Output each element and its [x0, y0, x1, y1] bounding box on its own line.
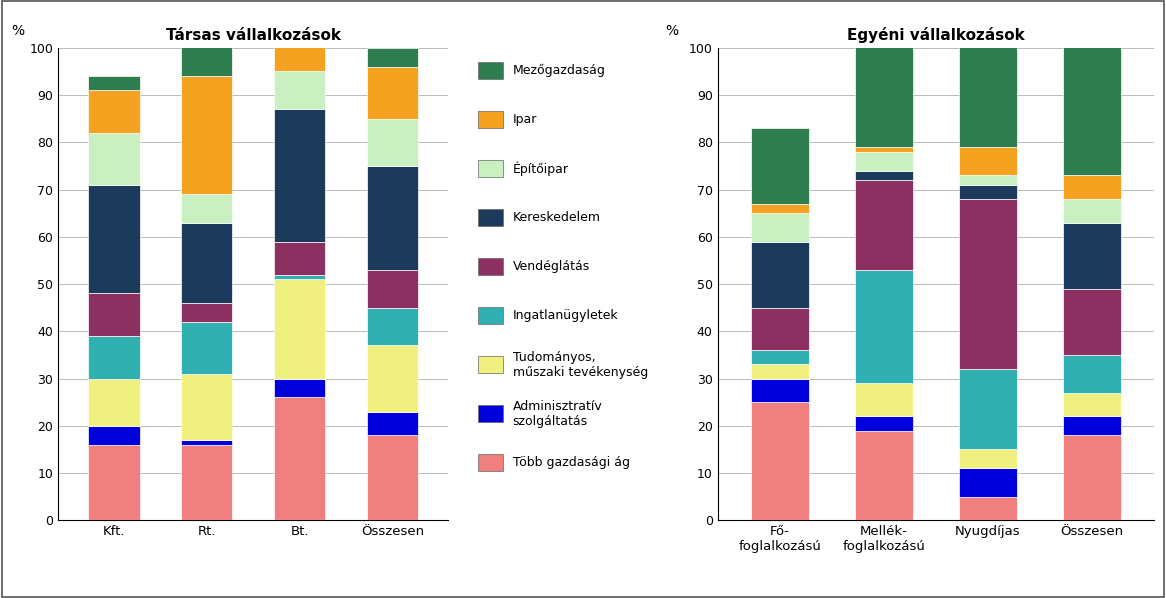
- Bar: [856, 416, 913, 431]
- Bar: [1063, 435, 1121, 520]
- Text: Mezőgazdaság: Mezőgazdaság: [513, 64, 605, 77]
- Bar: [367, 346, 419, 411]
- Bar: [367, 48, 419, 67]
- Bar: [182, 322, 232, 374]
- Bar: [1063, 10, 1121, 175]
- Bar: [751, 308, 808, 350]
- Bar: [367, 435, 419, 520]
- Text: Ipar: Ipar: [513, 113, 538, 126]
- Bar: [751, 402, 808, 520]
- Text: Vendéglátás: Vendéglátás: [513, 260, 590, 273]
- Bar: [274, 109, 325, 242]
- Bar: [367, 307, 419, 346]
- Bar: [1063, 289, 1121, 355]
- Bar: [182, 222, 232, 303]
- Bar: [1063, 393, 1121, 416]
- Bar: [89, 185, 140, 294]
- Bar: [89, 76, 140, 90]
- Bar: [182, 303, 232, 322]
- Bar: [182, 29, 232, 76]
- Bar: [367, 270, 419, 307]
- Bar: [751, 242, 808, 307]
- Bar: [856, 170, 913, 180]
- Bar: [856, 270, 913, 383]
- Bar: [856, 431, 913, 520]
- Bar: [751, 213, 808, 242]
- Bar: [89, 294, 140, 336]
- Bar: [89, 426, 140, 445]
- Bar: [960, 369, 1017, 450]
- Bar: [1063, 416, 1121, 435]
- Bar: [89, 90, 140, 133]
- Bar: [182, 374, 232, 440]
- Bar: [960, 185, 1017, 199]
- Bar: [1063, 175, 1121, 199]
- Bar: [274, 379, 325, 398]
- Bar: [182, 445, 232, 520]
- Bar: [274, 5, 325, 72]
- Bar: [367, 118, 419, 166]
- Bar: [856, 29, 913, 147]
- Bar: [89, 445, 140, 520]
- Bar: [856, 180, 913, 270]
- Bar: [960, 450, 1017, 468]
- Bar: [367, 166, 419, 270]
- Bar: [1063, 355, 1121, 393]
- Bar: [274, 0, 325, 5]
- Bar: [960, 199, 1017, 369]
- Bar: [751, 364, 808, 379]
- Text: %: %: [12, 25, 24, 38]
- Bar: [274, 72, 325, 109]
- Bar: [274, 279, 325, 379]
- Bar: [856, 383, 913, 416]
- Title: Társas vállalkozások: Társas vállalkozások: [166, 28, 340, 42]
- Bar: [182, 440, 232, 445]
- Bar: [274, 242, 325, 274]
- Bar: [89, 379, 140, 426]
- Title: Egyéni vállalkozások: Egyéni vállalkozások: [847, 26, 1025, 42]
- Text: Ingatlanügyletek: Ingatlanügyletek: [513, 309, 618, 322]
- Bar: [856, 147, 913, 152]
- Bar: [751, 379, 808, 402]
- Bar: [182, 194, 232, 222]
- Bar: [89, 336, 140, 379]
- Text: Építőipar: Építőipar: [513, 161, 569, 176]
- Bar: [751, 350, 808, 364]
- Bar: [89, 133, 140, 185]
- Bar: [182, 76, 232, 194]
- Text: Kereskedelem: Kereskedelem: [513, 211, 600, 224]
- Bar: [960, 0, 1017, 147]
- Bar: [367, 411, 419, 435]
- Bar: [751, 128, 808, 204]
- Bar: [274, 274, 325, 279]
- Bar: [1063, 222, 1121, 289]
- Bar: [751, 204, 808, 213]
- Text: %: %: [665, 25, 679, 38]
- Bar: [960, 175, 1017, 185]
- Bar: [960, 147, 1017, 175]
- Text: Több gazdasági ág: Több gazdasági ág: [513, 456, 630, 469]
- Bar: [856, 152, 913, 170]
- Bar: [960, 496, 1017, 520]
- Text: Tudományos,
műszaki tevékenység: Tudományos, műszaki tevékenység: [513, 350, 648, 379]
- Bar: [960, 468, 1017, 496]
- Text: Adminisztratív
szolgáltatás: Adminisztratív szolgáltatás: [513, 399, 603, 428]
- Bar: [1063, 199, 1121, 222]
- Bar: [367, 67, 419, 119]
- Bar: [274, 398, 325, 520]
